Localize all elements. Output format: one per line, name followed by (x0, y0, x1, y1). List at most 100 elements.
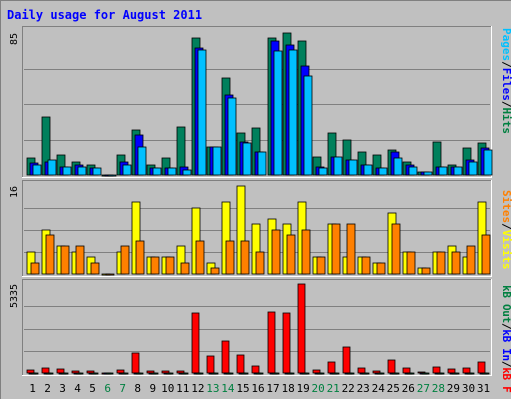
bar-pages (393, 157, 403, 176)
bar-sites (180, 262, 190, 275)
bar-kb_out (301, 372, 310, 375)
bar-kb_out (240, 372, 249, 375)
bar-pages (182, 169, 192, 176)
bar-pages (62, 166, 72, 176)
day-label: 15 (236, 382, 249, 395)
bar-kb_f (342, 346, 351, 374)
bar-kb_f (447, 368, 456, 374)
day-label: 25 (387, 382, 400, 395)
ymax-label: 85 (9, 33, 20, 45)
legend-top: Pages/Files/Hits (500, 28, 512, 134)
day-label: 5 (89, 382, 96, 395)
bar-sites (316, 256, 326, 275)
day-label: 21 (327, 382, 340, 395)
bar-sites (120, 245, 130, 275)
day-label: 27 (417, 382, 430, 395)
bar-pages (92, 167, 102, 176)
bar-pages (47, 159, 57, 176)
bar-kb_out (105, 372, 114, 375)
bar-sites (271, 229, 281, 275)
bar-pages (333, 156, 343, 176)
bar-kb_out (361, 372, 370, 375)
legend-files: Files (500, 68, 512, 101)
day-label: 9 (149, 382, 156, 395)
bar-kb_out (421, 372, 430, 375)
bar-sites (406, 251, 416, 275)
bar-pages (438, 166, 448, 176)
bar-kb_f (387, 359, 396, 374)
bar-kb_out (165, 372, 174, 375)
bar-pages (77, 166, 87, 176)
bar-sites (210, 267, 220, 275)
bar-kb_out (286, 372, 295, 375)
day-label: 8 (134, 382, 141, 395)
day-label: 22 (342, 382, 355, 395)
legend-bottom: kB Out/kB In/kB F (500, 285, 512, 393)
day-labels: 1 2 3 4 5 6 7 8 9 10 11 12 13 14 15 16 17 18 19 20 21 22 23 24 2… (29, 382, 490, 395)
legend-hits: Hits (500, 108, 512, 135)
day-label: 31 (477, 382, 490, 395)
day-label: 16 (251, 382, 264, 395)
bar-sites (225, 240, 235, 275)
legend-sep: / (500, 223, 512, 230)
bar-sites (346, 223, 356, 275)
bar-pages (318, 167, 328, 176)
bar-sites (286, 234, 296, 275)
chart-title: Daily usage for August 2011 (7, 8, 202, 22)
bar-sites (421, 267, 431, 275)
day-label: 29 (447, 382, 460, 395)
panel-area (22, 279, 492, 376)
day-label: 23 (357, 382, 370, 395)
bar-sites (30, 262, 40, 275)
bar-kb_out (481, 372, 490, 375)
bar-kb_out (60, 372, 69, 375)
bar-pages (197, 49, 207, 176)
bar-kb_f (477, 361, 486, 374)
day-label: 24 (372, 382, 386, 395)
bar-sites (45, 234, 55, 275)
hits-files-pages-panel: 85 (9, 26, 493, 178)
bar-pages (348, 159, 358, 176)
day-label: 20 (311, 382, 324, 395)
bar-kb_out (255, 372, 264, 375)
bar-kb_out (150, 372, 159, 375)
bar-kb_f (191, 312, 200, 374)
bar-pages (212, 146, 222, 176)
bar-sites (361, 256, 371, 275)
bar-sites (60, 245, 70, 275)
legend-kb-out: kB Out (500, 285, 512, 323)
bar-sites (105, 273, 115, 276)
day-label: 7 (119, 382, 126, 395)
bar-sites (451, 251, 461, 275)
bar-kb_out (120, 372, 129, 375)
day-label: 28 (432, 382, 445, 395)
bar-sites (150, 256, 160, 275)
day-label: 17 (266, 382, 279, 395)
bar-pages (273, 50, 283, 176)
day-label: 11 (176, 382, 189, 395)
bar-pages (107, 174, 117, 177)
day-label: 12 (191, 382, 204, 395)
bar-kb_f (432, 366, 441, 374)
bar-pages (32, 164, 42, 176)
legend-sites: Sites (500, 190, 512, 223)
legend-sep: / (500, 61, 512, 68)
bar-kb_out (331, 372, 340, 375)
bar-kb_out (451, 372, 460, 375)
day-label: 14 (221, 382, 235, 395)
bar-sites (301, 229, 311, 275)
bar-sites (165, 256, 175, 275)
bar-kb_out (135, 372, 144, 375)
bar-kb_out (195, 372, 204, 375)
bar-kb_out (346, 372, 355, 375)
bar-kb_f (206, 355, 215, 374)
bar-kb_out (271, 372, 280, 375)
bar-kb_out (376, 372, 385, 375)
day-label: 18 (281, 382, 294, 395)
bar-kb_f (327, 361, 336, 374)
chart-panels: 85 16 5335 (9, 26, 493, 376)
bar-pages (137, 146, 147, 176)
visits-sites-panel: 16 (9, 180, 492, 277)
bar-sites (466, 245, 476, 275)
bar-pages (303, 75, 313, 176)
